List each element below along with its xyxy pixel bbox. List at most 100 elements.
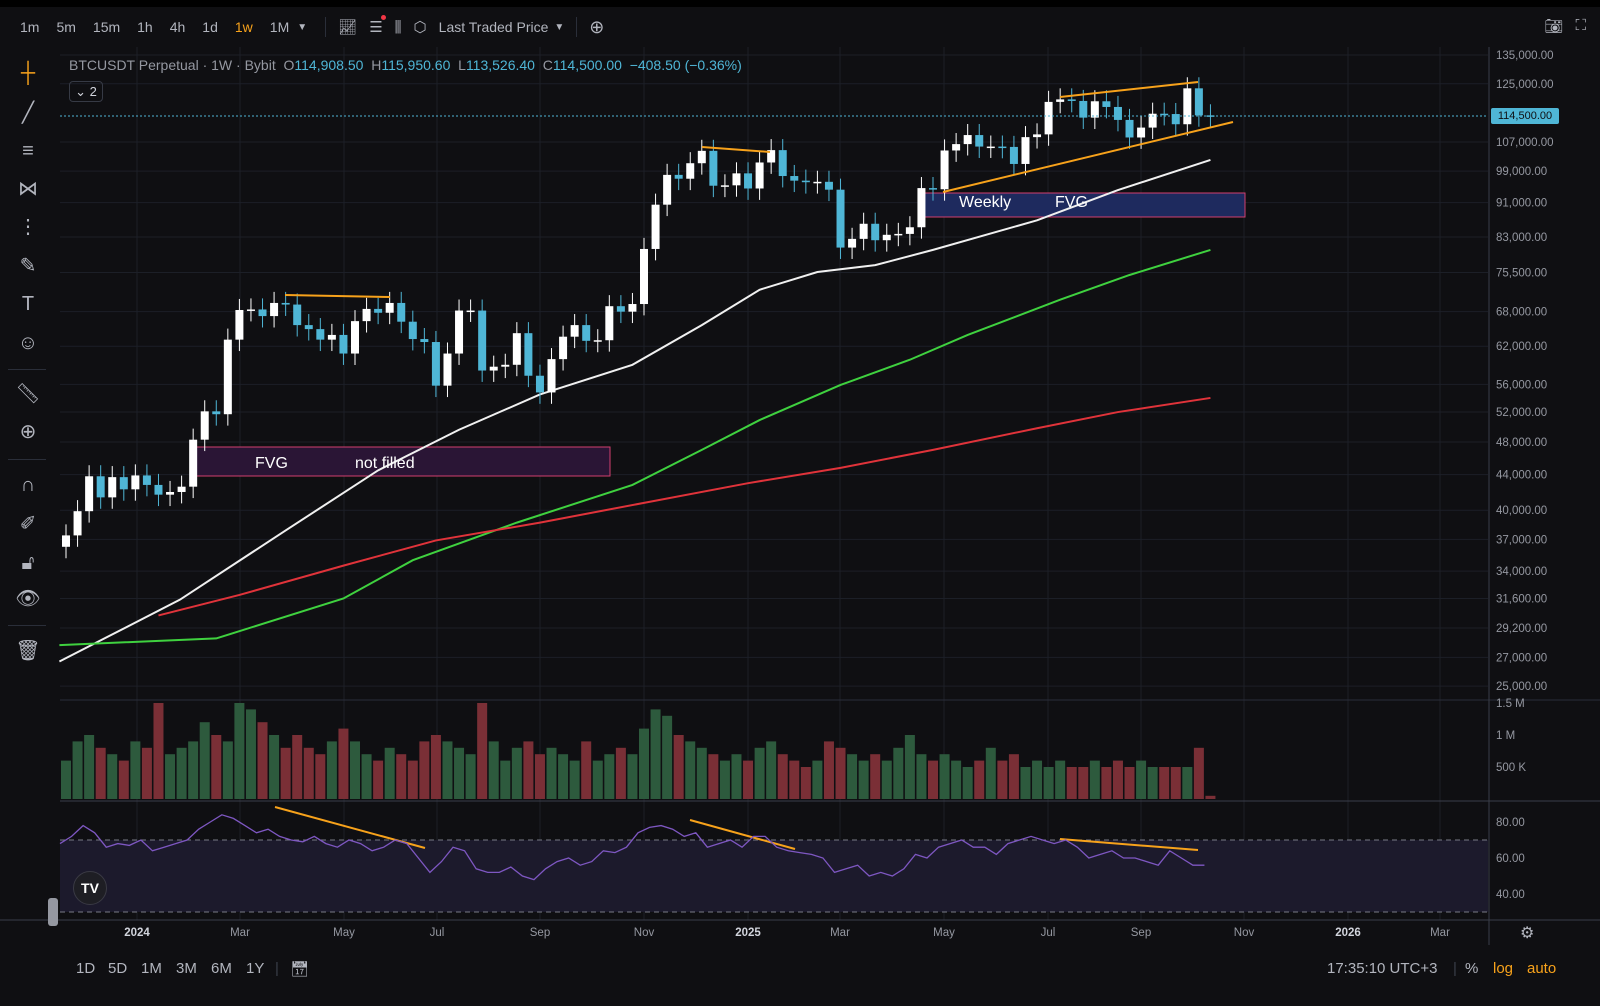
candle[interactable]: [952, 144, 961, 151]
lock-icon[interactable]: 🔓︎: [21, 552, 35, 574]
time-axis[interactable]: 2024 Mar May Jul Sep Nov 2025 Mar May Jul Sep Nov 20…: [124, 927, 1450, 939]
candle[interactable]: [1206, 115, 1215, 117]
candle[interactable]: [1160, 113, 1169, 116]
candle[interactable]: [547, 359, 556, 393]
candle[interactable]: [1033, 134, 1042, 138]
candle[interactable]: [1194, 88, 1203, 116]
candle[interactable]: [362, 308, 371, 322]
candle[interactable]: [212, 411, 221, 415]
candle[interactable]: [905, 227, 914, 234]
candle[interactable]: [108, 477, 117, 498]
candle[interactable]: [732, 173, 741, 186]
candle[interactable]: [166, 491, 175, 495]
price-axis[interactable]: 135,000.00 125,000.00 107,000.00 99,000.00 9…: [1496, 50, 1554, 901]
camera-icon[interactable]: 📷︎: [1544, 18, 1564, 35]
stay-drawing-icon[interactable]: ✐: [19, 513, 37, 535]
candle[interactable]: [131, 475, 140, 490]
candle[interactable]: [813, 181, 822, 184]
candle[interactable]: [917, 188, 926, 228]
candle[interactable]: [200, 411, 209, 440]
candle[interactable]: [397, 302, 406, 322]
candle[interactable]: [385, 302, 394, 313]
auto-toggle[interactable]: auto: [1527, 960, 1557, 977]
symbol-legend[interactable]: BTCUSDT Perpetual · 1W · Bybit O114,908.…: [69, 57, 742, 73]
candle[interactable]: [339, 334, 348, 354]
timeframe-4h[interactable]: 4h: [169, 19, 186, 35]
candle[interactable]: [327, 334, 336, 340]
candle[interactable]: [963, 135, 972, 145]
candle[interactable]: [189, 439, 198, 487]
candle[interactable]: [501, 364, 510, 367]
timeframe-1m[interactable]: 1m: [20, 19, 40, 35]
candle[interactable]: [1171, 114, 1180, 125]
timeframe-15m[interactable]: 15m: [92, 19, 121, 35]
candle[interactable]: [975, 135, 984, 147]
candle[interactable]: [663, 174, 672, 205]
candle[interactable]: [593, 340, 602, 342]
candle[interactable]: [85, 476, 94, 512]
candle[interactable]: [582, 325, 591, 341]
candle[interactable]: [119, 477, 128, 490]
candle[interactable]: [998, 146, 1007, 149]
fib-retracement-icon[interactable]: ≡: [22, 140, 34, 162]
candle[interactable]: [559, 336, 568, 360]
candle[interactable]: [524, 333, 533, 376]
candle[interactable]: [1021, 137, 1030, 164]
candle[interactable]: [929, 188, 937, 190]
candle[interactable]: [686, 163, 695, 179]
ruler-icon[interactable]: 📏︎: [15, 383, 41, 405]
candle[interactable]: [351, 321, 359, 354]
fvg-box-not-filled[interactable]: [194, 446, 611, 477]
timeframe-1h[interactable]: 1h: [137, 19, 153, 35]
candle[interactable]: [570, 325, 579, 337]
candle[interactable]: [767, 150, 776, 163]
candle[interactable]: [177, 486, 186, 492]
candle[interactable]: [443, 353, 452, 386]
candle[interactable]: [73, 511, 82, 536]
candle[interactable]: [316, 329, 325, 340]
timeframe-dropdown-icon[interactable]: ▼: [297, 21, 308, 33]
candle[interactable]: [293, 304, 302, 326]
prediction-icon[interactable]: ⋮: [18, 216, 38, 238]
clock[interactable]: 17:35:10 UTC+3: [1327, 960, 1438, 977]
trendline-drawings[interactable]: [274, 81, 1234, 851]
candle[interactable]: [1137, 127, 1146, 138]
symbol-name[interactable]: BTCUSDT Perpetual: [69, 57, 199, 73]
candle[interactable]: [801, 180, 810, 183]
candle[interactable]: [640, 248, 648, 305]
candle[interactable]: [986, 146, 995, 149]
candle[interactable]: [223, 339, 232, 415]
candles-icon[interactable]: ⫼: [394, 18, 402, 36]
candle[interactable]: [270, 302, 279, 317]
moving-average-red[interactable]: [158, 396, 1211, 617]
candle[interactable]: [431, 342, 440, 386]
range-1m[interactable]: 1M: [141, 960, 162, 977]
trend-line-icon[interactable]: ╱: [21, 102, 35, 124]
range-6m[interactable]: 6M: [211, 960, 232, 977]
candle[interactable]: [374, 308, 383, 313]
timeframe-5m[interactable]: 5m: [56, 19, 76, 35]
candle[interactable]: [894, 233, 903, 236]
scroll-left-handle[interactable]: [48, 898, 58, 926]
candle[interactable]: [616, 306, 625, 312]
candle[interactable]: [1090, 101, 1099, 118]
candle[interactable]: [1148, 113, 1157, 128]
candle[interactable]: [709, 150, 718, 186]
candle[interactable]: [455, 310, 464, 354]
candle[interactable]: [1102, 101, 1111, 107]
candle[interactable]: [697, 150, 706, 164]
indicators-icon[interactable]: ☰: [369, 15, 386, 36]
crosshair-icon[interactable]: ┼: [20, 62, 36, 84]
candle[interactable]: [1125, 119, 1134, 138]
candle[interactable]: [408, 321, 417, 340]
candle[interactable]: [940, 150, 949, 190]
timeframe-1w[interactable]: 1w: [234, 19, 253, 35]
candle[interactable]: [674, 174, 683, 179]
candle[interactable]: [1113, 106, 1122, 120]
range-1y[interactable]: 1Y: [246, 960, 265, 977]
chart-type-icon[interactable]: 📈︎: [338, 19, 358, 36]
hide-eye-icon[interactable]: 👁︎: [15, 588, 41, 610]
moving-average-green[interactable]: [59, 248, 1211, 647]
candle[interactable]: [720, 185, 729, 187]
zoom-in-icon[interactable]: ⊕: [19, 421, 37, 443]
